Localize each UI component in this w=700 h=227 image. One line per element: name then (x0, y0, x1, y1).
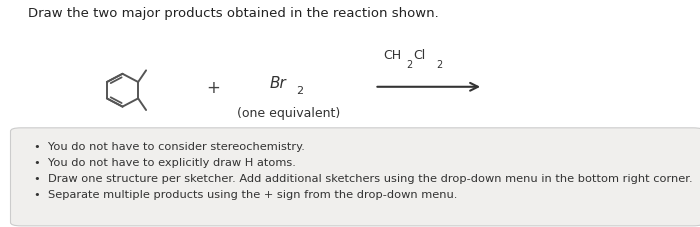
FancyBboxPatch shape (10, 128, 700, 226)
Text: Cl: Cl (413, 49, 426, 62)
Text: 2: 2 (436, 60, 442, 70)
Text: CH: CH (384, 49, 402, 62)
Text: (one equivalent): (one equivalent) (237, 107, 340, 120)
Text: 2: 2 (296, 86, 303, 96)
Text: 2: 2 (407, 60, 413, 70)
Text: •  You do not have to explicitly draw H atoms.: • You do not have to explicitly draw H a… (34, 157, 295, 167)
Text: •  You do not have to consider stereochemistry.: • You do not have to consider stereochem… (34, 141, 305, 151)
Text: •  Draw one structure per sketcher. Add additional sketchers using the drop-down: • Draw one structure per sketcher. Add a… (34, 173, 692, 183)
Text: +: + (206, 79, 220, 96)
Text: Draw the two major products obtained in the reaction shown.: Draw the two major products obtained in … (28, 7, 439, 20)
Text: •  Separate multiple products using the + sign from the drop-down menu.: • Separate multiple products using the +… (34, 189, 457, 199)
Text: Br: Br (270, 75, 286, 90)
